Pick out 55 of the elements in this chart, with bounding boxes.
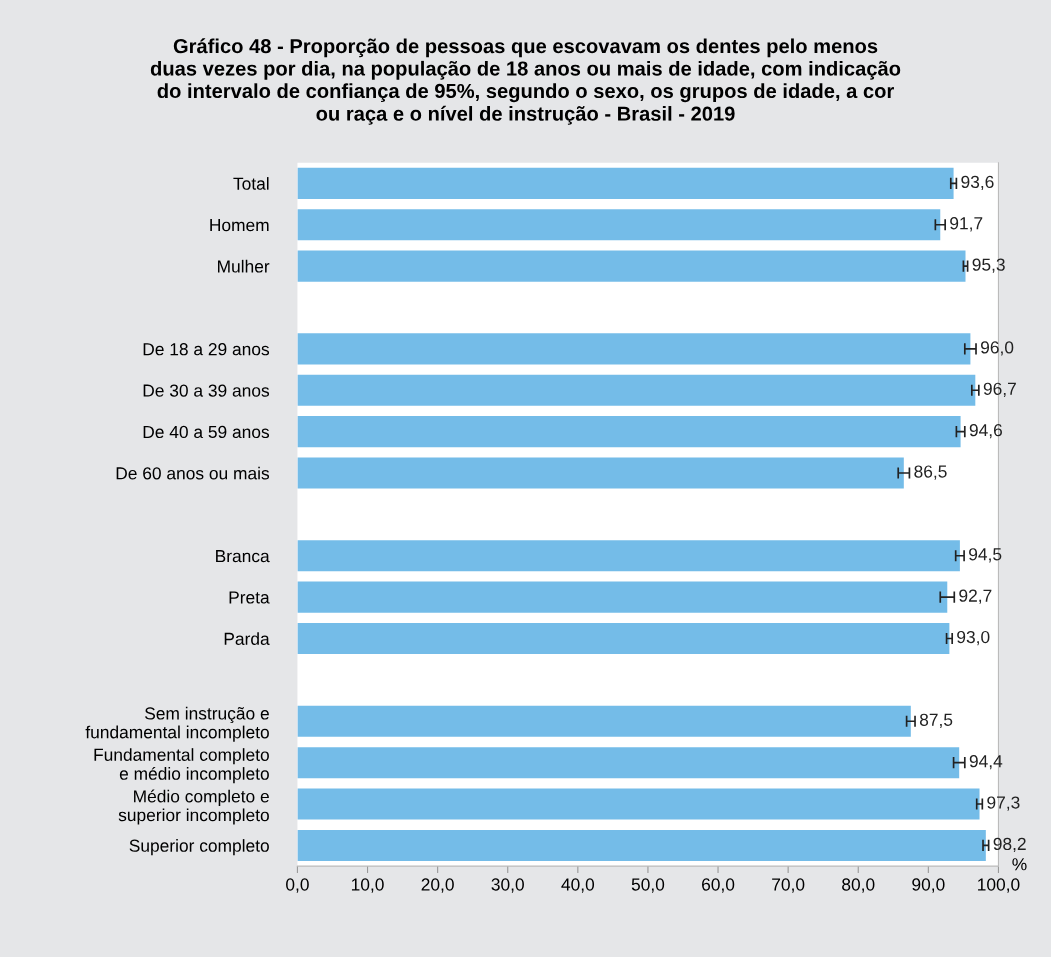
bar [297, 374, 976, 406]
bar [297, 747, 960, 779]
x-tick-label: 80,0 [842, 878, 875, 893]
data-label: 98,2 [993, 837, 1026, 853]
bar [297, 416, 961, 448]
data-label: 94,6 [969, 424, 1002, 439]
data-label: 93,0 [957, 630, 990, 646]
x-tick-label: 30,0 [491, 878, 524, 893]
data-label: 97,3 [987, 796, 1020, 811]
data-label: 92,7 [959, 589, 992, 604]
bar [297, 581, 948, 613]
data-label: 96,7 [983, 382, 1016, 397]
bar [297, 167, 954, 199]
x-tick-label: 50,0 [631, 878, 665, 893]
bar [297, 829, 986, 861]
data-label: 93,6 [961, 175, 994, 191]
x-tick-label: 10,0 [351, 878, 384, 893]
y-tick-label: Sem instrução e fundamental incompleto [85, 706, 269, 742]
bar [297, 705, 911, 737]
y-tick-label: Branca [216, 550, 270, 563]
x-tick-label: 90,0 [912, 878, 945, 893]
y-tick-label: Médio completo e superior incompleto [118, 789, 269, 825]
y-tick-label: Homem [210, 219, 269, 232]
data-label: 95,3 [972, 258, 1005, 273]
x-tick-label: 60,0 [702, 878, 735, 893]
x-tick-label: 40,0 [561, 878, 595, 893]
bar [297, 540, 960, 572]
y-tick-label: De 60 anos ou mais [116, 466, 270, 480]
y-tick-label: Mulher [218, 259, 270, 273]
data-label: 87,5 [919, 713, 953, 728]
x-tick-label: 70,0 [772, 878, 805, 893]
data-label: 94,4 [969, 755, 1003, 770]
data-label: 91,7 [950, 217, 983, 232]
y-tick-label: Fundamental completo e médio incompleto [94, 748, 269, 784]
y-tick-label: Superior completo [129, 839, 269, 856]
bar [297, 623, 950, 655]
y-tick-label: Total [233, 177, 269, 190]
x-tick-label: 0,0 [286, 878, 309, 893]
data-label: 96,0 [981, 341, 1014, 356]
y-tick-label: De 30 a 39 anos [143, 384, 270, 397]
data-label: 86,5 [914, 465, 947, 480]
chart-title: Gráfico 48 - Proporção de pessoas que escovavam os dentes pelo menos duas vezes por dia, na população de 18 anos ou mais de idade, com indicação do intervalo de confiança de 95%, segundo o sexo, os grupos de idade, a cor ou raça e o nível de instrução - Brasil - 2019 [150, 38, 901, 125]
y-tick-label: De 40 a 59 anos [143, 425, 270, 439]
x-tick-label: 100,0 [978, 878, 1020, 893]
bar [297, 333, 971, 365]
data-label: 94,5 [969, 548, 1002, 563]
x-axis-title: % [1012, 858, 1027, 871]
y-tick-label: Preta [229, 591, 270, 604]
y-tick-label: De 18 a 29 anos [143, 343, 270, 356]
y-tick-label: Parda [224, 632, 270, 645]
bar [297, 250, 966, 282]
x-tick-label: 20,0 [421, 878, 454, 893]
bar [297, 209, 941, 241]
bar [297, 788, 980, 820]
bar [297, 457, 904, 489]
